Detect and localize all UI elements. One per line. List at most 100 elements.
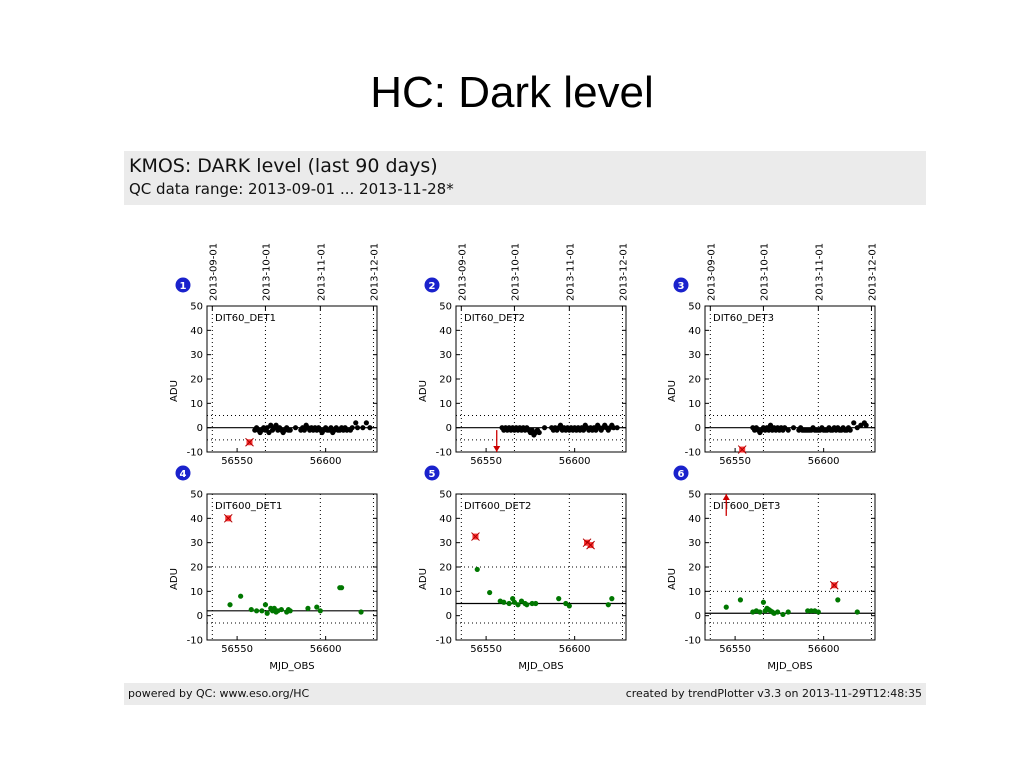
y-tick-label: -10 (187, 636, 203, 647)
y-tick-label: 10 (439, 399, 452, 410)
data-point (835, 597, 841, 603)
data-point (605, 602, 611, 608)
date-tick-label: 2013-10-01 (510, 243, 521, 301)
data-point (338, 585, 345, 591)
panel-label: DIT60_DET2 (464, 313, 525, 324)
data-point (780, 611, 786, 618)
data-point (264, 610, 270, 616)
y-tick-label: 30 (688, 538, 701, 549)
data-point (238, 593, 244, 599)
offscale-arrow-head (493, 446, 501, 452)
data-point (566, 603, 572, 609)
outlier-marker (245, 437, 254, 447)
data-point (317, 608, 323, 614)
data-point (349, 425, 355, 431)
report-title: KMOS: DARK level (last 90 days) (129, 155, 438, 177)
y-tick-label: 50 (439, 490, 452, 501)
data-point (863, 422, 869, 428)
data-point (556, 596, 562, 602)
y-tick-label: -10 (685, 448, 701, 459)
y-tick-label: 40 (190, 326, 203, 337)
offscale-arrow-head (722, 494, 730, 500)
y-tick-label: 0 (446, 611, 452, 622)
data-point (487, 589, 493, 596)
y-tick-label: 0 (446, 423, 452, 434)
y-tick-label: 30 (190, 350, 203, 361)
data-point (305, 605, 311, 611)
report-footer: powered by QC: www.eso.org/HC created by… (124, 683, 926, 705)
y-tick-label: 0 (197, 423, 203, 434)
data-point (536, 429, 542, 436)
data-point (785, 609, 791, 615)
date-tick-label: 2013-11-01 (814, 243, 825, 301)
y-tick-label: 50 (190, 490, 203, 501)
y-tick-label: -10 (187, 448, 203, 459)
data-point (278, 606, 284, 613)
chart-panel-4: -10 0 10 20 30 40 50 56550 56600 ADU MJD_OBS DIT600… (169, 465, 378, 672)
y-tick-label: -10 (685, 636, 701, 647)
outlier-cross (471, 532, 480, 541)
data-point (775, 609, 781, 615)
outlier-marker (737, 445, 747, 454)
y-tick-label: 30 (439, 350, 452, 361)
y-tick-label: 50 (190, 302, 203, 313)
data-point (760, 599, 767, 605)
y-tick-label: 20 (688, 563, 701, 574)
panel-label: DIT600_DET3 (713, 501, 780, 512)
outlier-marker (471, 532, 480, 541)
y-tick-label: 50 (688, 490, 701, 501)
y-tick-label: -10 (436, 636, 452, 647)
data-point (474, 566, 480, 573)
data-point (506, 600, 512, 607)
data-point (253, 608, 260, 614)
y-axis-label: ADU (667, 380, 678, 402)
y-axis-label: ADU (169, 568, 180, 590)
data-point (609, 596, 615, 602)
data-point (854, 609, 860, 615)
panel-number: 1 (180, 281, 187, 292)
date-tick-label: 2013-12-01 (867, 243, 878, 301)
panel-number-badge (673, 277, 689, 293)
x-tick-label: 56550 (470, 644, 502, 655)
y-tick-label: 20 (439, 563, 452, 574)
data-point (363, 420, 369, 426)
panel-number: 4 (180, 469, 187, 480)
y-tick-label: 10 (688, 399, 701, 410)
y-tick-label: 10 (190, 399, 203, 410)
data-point (353, 420, 359, 426)
x-tick-label: 56600 (808, 456, 840, 467)
y-tick-label: 0 (695, 611, 701, 622)
panel-label: DIT600_DET1 (215, 501, 282, 512)
x-tick-label: 56600 (310, 456, 342, 467)
y-tick-label: 40 (439, 326, 452, 337)
x-tick-label: 56600 (310, 644, 342, 655)
y-tick-label: -10 (436, 448, 452, 459)
data-point (248, 606, 254, 613)
y-axis-label: ADU (169, 380, 180, 402)
outlier-marker (586, 540, 595, 550)
panel-label: DIT60_DET3 (713, 313, 774, 324)
chart-panel-1: -10 0 10 20 30 40 50 56550 56600 ADU DIT60_DET1 1 20… (169, 243, 380, 467)
data-point (259, 608, 265, 614)
x-axis-label: MJD_OBS (269, 661, 314, 672)
date-tick-label: 2013-09-01 (706, 243, 717, 301)
panel-number: 2 (429, 281, 436, 292)
data-point (815, 609, 821, 615)
x-tick-label: 56600 (559, 456, 591, 467)
y-tick-label: 20 (190, 375, 203, 386)
y-axis-label: ADU (418, 568, 429, 590)
date-tick-label: 2013-12-01 (618, 243, 629, 301)
panel-number: 5 (429, 469, 436, 480)
outlier-cross (223, 513, 233, 523)
x-tick-label: 56600 (559, 644, 591, 655)
date-tick-label: 2013-12-01 (369, 243, 380, 301)
data-point (614, 425, 620, 431)
data-point (533, 600, 539, 607)
data-point (314, 604, 320, 610)
data-point (262, 602, 269, 608)
y-tick-label: 20 (688, 375, 701, 386)
y-tick-label: 0 (197, 611, 203, 622)
panel-number-badge (175, 277, 191, 293)
y-tick-label: 0 (695, 423, 701, 434)
